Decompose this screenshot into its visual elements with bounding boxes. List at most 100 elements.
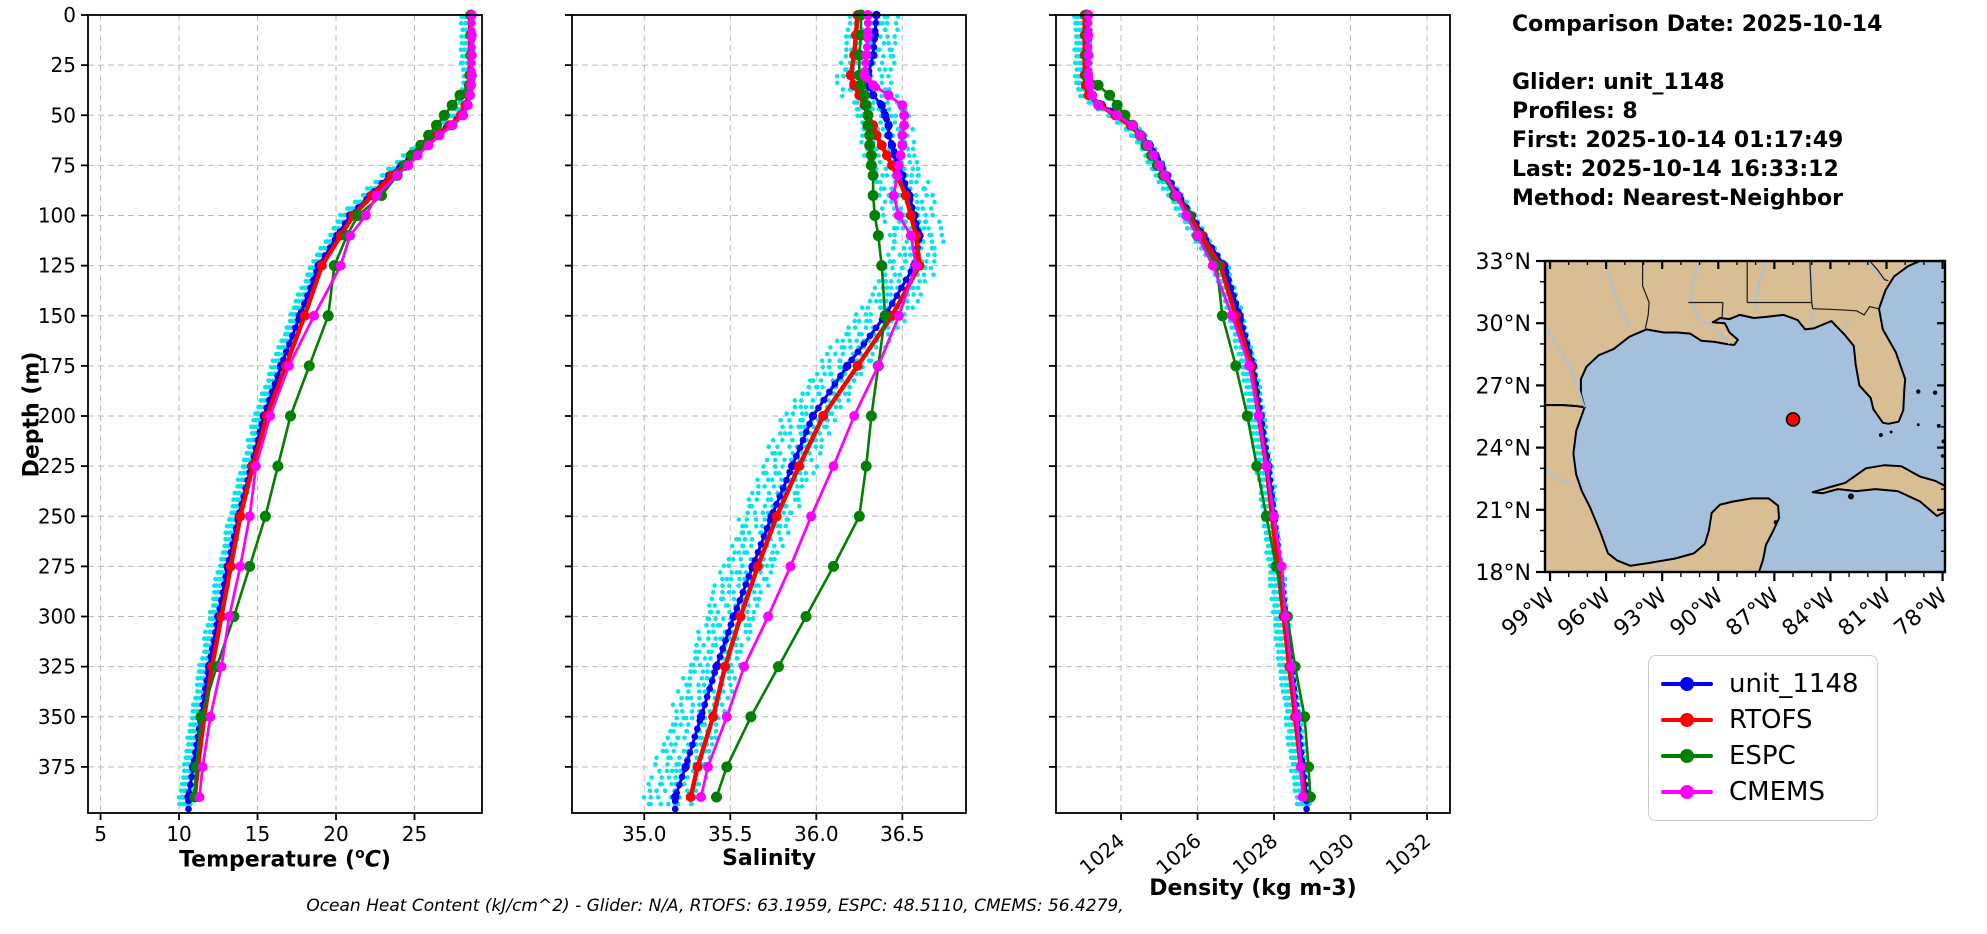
svg-text:1028: 1028 <box>1228 828 1282 879</box>
state-border-line <box>1721 302 1724 320</box>
svg-text:5: 5 <box>94 822 107 846</box>
density-plot: 1024 1026 1028 1030 1032 <box>1049 9 1451 880</box>
island-speck <box>1916 423 1920 427</box>
svg-text:99°W: 99°W <box>1497 583 1560 641</box>
svg-text:50: 50 <box>51 103 76 127</box>
rtofs-line-swatch <box>1661 713 1713 727</box>
svg-text:36.0: 36.0 <box>794 822 839 846</box>
info-panel: Comparison Date: 2025-10-14 Glider: unit… <box>1512 10 1982 213</box>
glider-location-marker <box>1785 412 1801 427</box>
svg-text:25: 25 <box>402 822 427 846</box>
island-speck <box>1889 430 1893 434</box>
island-speck <box>1940 454 1945 458</box>
island-speck <box>1936 423 1941 428</box>
svg-text:96°W: 96°W <box>1553 583 1616 641</box>
legend-label-rtofs: RTOFS <box>1729 705 1813 735</box>
svg-text:78°W: 78°W <box>1890 583 1953 641</box>
svg-text:87°W: 87°W <box>1722 583 1785 641</box>
svg-text:1024: 1024 <box>1075 828 1129 879</box>
svg-text:275: 275 <box>38 554 76 578</box>
legend-label-cmems: CMEMS <box>1729 777 1825 807</box>
land-polygon <box>1545 404 1780 572</box>
legend-item-glider: unit_1148 <box>1661 666 1859 702</box>
svg-text:27°N: 27°N <box>1476 374 1531 399</box>
river-line <box>1545 467 1572 484</box>
series-cmems <box>696 10 922 802</box>
temperature-axis-label-unit: C <box>364 847 381 873</box>
temperature-axis-label-sup: o <box>355 846 365 862</box>
depth-axis-label: Depth (m) <box>19 351 45 478</box>
series-rtofs <box>1079 10 1310 802</box>
svg-text:20: 20 <box>323 822 348 846</box>
island-speck <box>1847 493 1854 500</box>
river-line <box>1603 261 1630 328</box>
svg-text:0: 0 <box>63 3 76 27</box>
svg-text:93°W: 93°W <box>1609 583 1672 641</box>
legend-box: unit_1148 RTOFS ESPC CMEMS <box>1648 655 1878 821</box>
svg-text:35.5: 35.5 <box>708 822 753 846</box>
svg-text:18°N: 18°N <box>1476 561 1531 586</box>
island-speck <box>1878 433 1883 438</box>
temperature-axis-label: Temperature (oC) <box>85 846 485 872</box>
svg-text:25: 25 <box>51 53 76 77</box>
svg-text:225: 225 <box>38 454 76 478</box>
temperature-plot: 5 10 15 20 250255075100125150175200225250275… <box>38 3 483 846</box>
svg-text:300: 300 <box>38 605 76 629</box>
location-map: 18°N 21°N 24°N 27°N 30°N 33°N 99°W96°W93°W90°W… <box>1476 250 1953 642</box>
svg-text:1032: 1032 <box>1381 828 1435 879</box>
ocean-heat-content-text: Ocean Heat Content (kJ/cm^2) - Glider: N… <box>306 896 1124 916</box>
series-unit_1148 <box>671 10 924 813</box>
espc-line-swatch <box>1661 749 1713 763</box>
legend-label-glider: unit_1148 <box>1729 669 1859 699</box>
state-border-line <box>1641 261 1650 329</box>
river-line <box>1545 324 1586 408</box>
salinity-axis-label: Salinity <box>722 846 816 871</box>
svg-text:81°W: 81°W <box>1834 583 1897 641</box>
cmems-line-swatch <box>1661 785 1713 799</box>
svg-text:75: 75 <box>51 153 76 177</box>
svg-text:35.0: 35.0 <box>622 822 667 846</box>
series-unit_1148 <box>1082 10 1311 813</box>
state-border-line <box>1811 302 1814 309</box>
svg-text:15: 15 <box>245 822 270 846</box>
river-line <box>1754 261 1768 309</box>
island-speck <box>1773 520 1778 525</box>
river-line <box>1657 562 1665 572</box>
land-polygon <box>1811 464 1945 517</box>
svg-text:21°N: 21°N <box>1476 499 1531 524</box>
island-speck <box>1932 390 1938 395</box>
comparison-date-text: Comparison Date: 2025-10-14 <box>1512 12 1883 37</box>
glider-name-text: Glider: unit_1148 <box>1512 70 1725 95</box>
svg-text:24°N: 24°N <box>1476 437 1531 462</box>
svg-text:350: 350 <box>38 705 76 729</box>
island-speck <box>1916 389 1921 394</box>
svg-text:36.5: 36.5 <box>880 822 925 846</box>
glider-scatter-points <box>1072 14 1313 807</box>
svg-text:30°N: 30°N <box>1476 312 1531 337</box>
svg-text:150: 150 <box>38 304 76 328</box>
legend-item-cmems: CMEMS <box>1661 774 1859 810</box>
legend-label-espc: ESPC <box>1729 741 1796 771</box>
svg-text:175: 175 <box>38 354 76 378</box>
first-time-text: First: 2025-10-14 01:17:49 <box>1512 128 1844 153</box>
state-border-line <box>1809 261 1813 303</box>
svg-text:100: 100 <box>38 204 76 228</box>
map-frame <box>1543 259 1947 574</box>
svg-text:10: 10 <box>166 822 191 846</box>
profiles-count-text: Profiles: 8 <box>1512 99 1638 124</box>
density-axis-label: Density (kg m-3) <box>1149 876 1357 901</box>
svg-text:1030: 1030 <box>1304 828 1358 879</box>
state-border-line <box>1869 261 1889 282</box>
svg-text:84°W: 84°W <box>1778 583 1841 641</box>
river-line <box>1689 261 1731 345</box>
glider-line-swatch <box>1661 677 1713 691</box>
last-time-text: Last: 2025-10-14 16:33:12 <box>1512 157 1839 182</box>
svg-text:1026: 1026 <box>1151 828 1205 879</box>
temperature-axis-label-pre: Temperature ( <box>179 847 356 873</box>
salinity-plot: 35.0 35.5 36.0 36.5 <box>565 9 967 846</box>
series-cmems <box>194 10 477 802</box>
series-espc <box>189 9 477 803</box>
legend-item-espc: ESPC <box>1661 738 1859 774</box>
